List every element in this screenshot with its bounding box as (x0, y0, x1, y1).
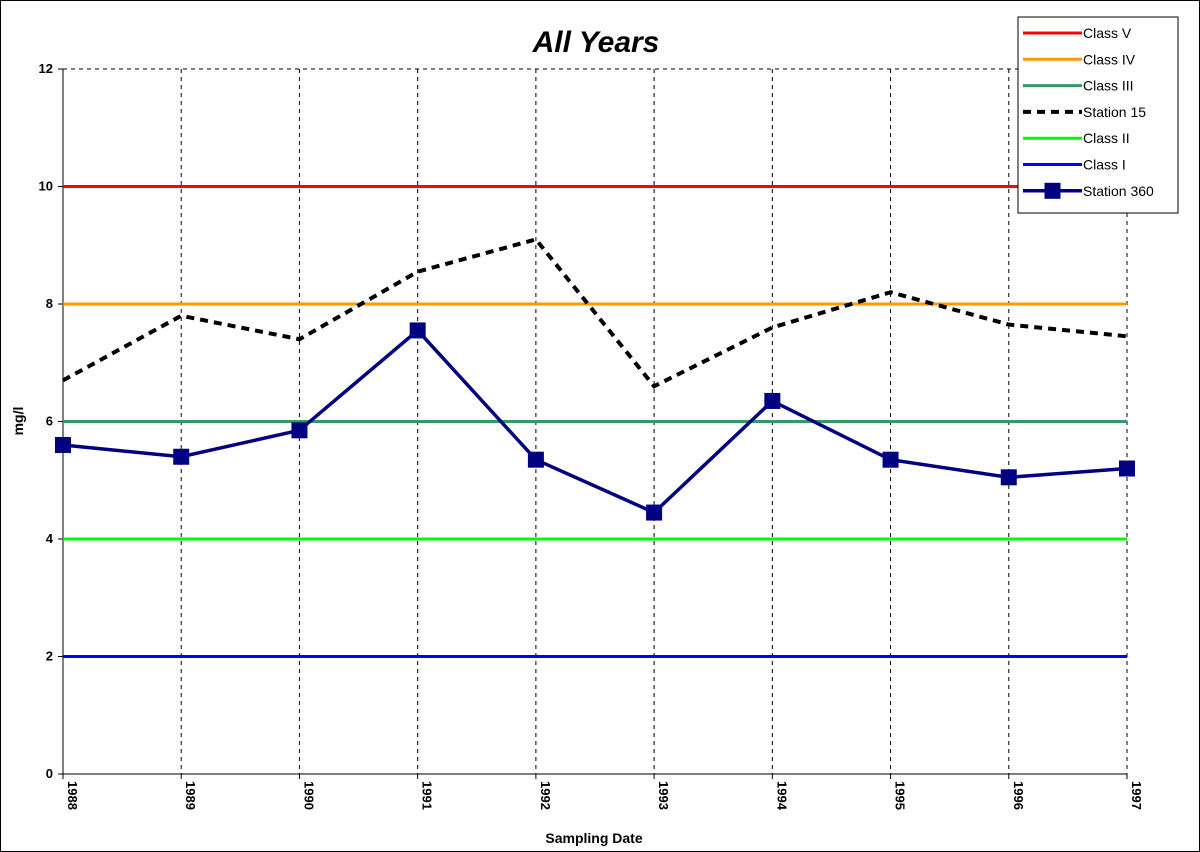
chart-title: All Years (532, 26, 660, 59)
x-axis-title: Sampling Date (545, 830, 642, 846)
legend-label: Class I (1083, 157, 1126, 173)
legend-label: Station 360 (1083, 183, 1154, 199)
y-tick-label: 6 (46, 414, 53, 429)
series-station-360-point (173, 448, 190, 465)
y-tick-label: 10 (39, 179, 53, 194)
x-tick-label: 1996 (1011, 781, 1026, 810)
legend-label: Class III (1083, 78, 1134, 94)
series-station-360-point (55, 437, 71, 453)
series-station-360-point (764, 392, 781, 409)
x-tick-label: 1990 (301, 781, 316, 810)
series-layer (55, 185, 1135, 658)
x-tick-label: 1989 (183, 781, 198, 810)
legend-label: Class II (1083, 130, 1130, 146)
legend-box (1017, 16, 1179, 214)
x-tick-label: 1991 (420, 781, 435, 810)
series-station-360-point (1000, 469, 1017, 486)
x-tick-label: 1995 (893, 781, 908, 810)
x-tick-label: 1992 (538, 781, 553, 810)
series-station-360-point (409, 322, 426, 339)
legend: Class V Class IV Class III Station 15 Class … (1017, 16, 1179, 214)
x-tick-label: 1988 (65, 781, 80, 810)
y-tick-label: 0 (46, 766, 53, 781)
series-station-360-point (527, 451, 544, 468)
x-tick-label: 1993 (656, 781, 671, 810)
y-tick-label: 4 (46, 531, 54, 546)
legend-swatch-marker (1044, 182, 1061, 199)
legend-label: Class V (1083, 25, 1132, 41)
x-tick-label: 1994 (774, 781, 789, 811)
y-tick-label: 2 (46, 649, 53, 664)
series-station-360-point (882, 451, 899, 468)
y-axis-title: mg/l (10, 407, 26, 436)
series-station-360-point (1119, 460, 1135, 477)
x-tick-label: 1997 (1129, 781, 1144, 810)
legend-label: Class IV (1083, 51, 1136, 67)
series-station-360-line (62, 328, 1128, 515)
series-station-360-point (291, 422, 308, 439)
series-station-360-point (646, 504, 663, 521)
series-station-15-line (62, 237, 1128, 389)
ticks-layer: 0 2 4 6 8 10 12 1988 1989 1990 1991 1992 1993 1994 199… (39, 61, 1144, 811)
y-tick-label: 8 (46, 296, 53, 311)
legend-label: Station 15 (1083, 104, 1146, 120)
y-tick-label: 12 (39, 61, 53, 76)
